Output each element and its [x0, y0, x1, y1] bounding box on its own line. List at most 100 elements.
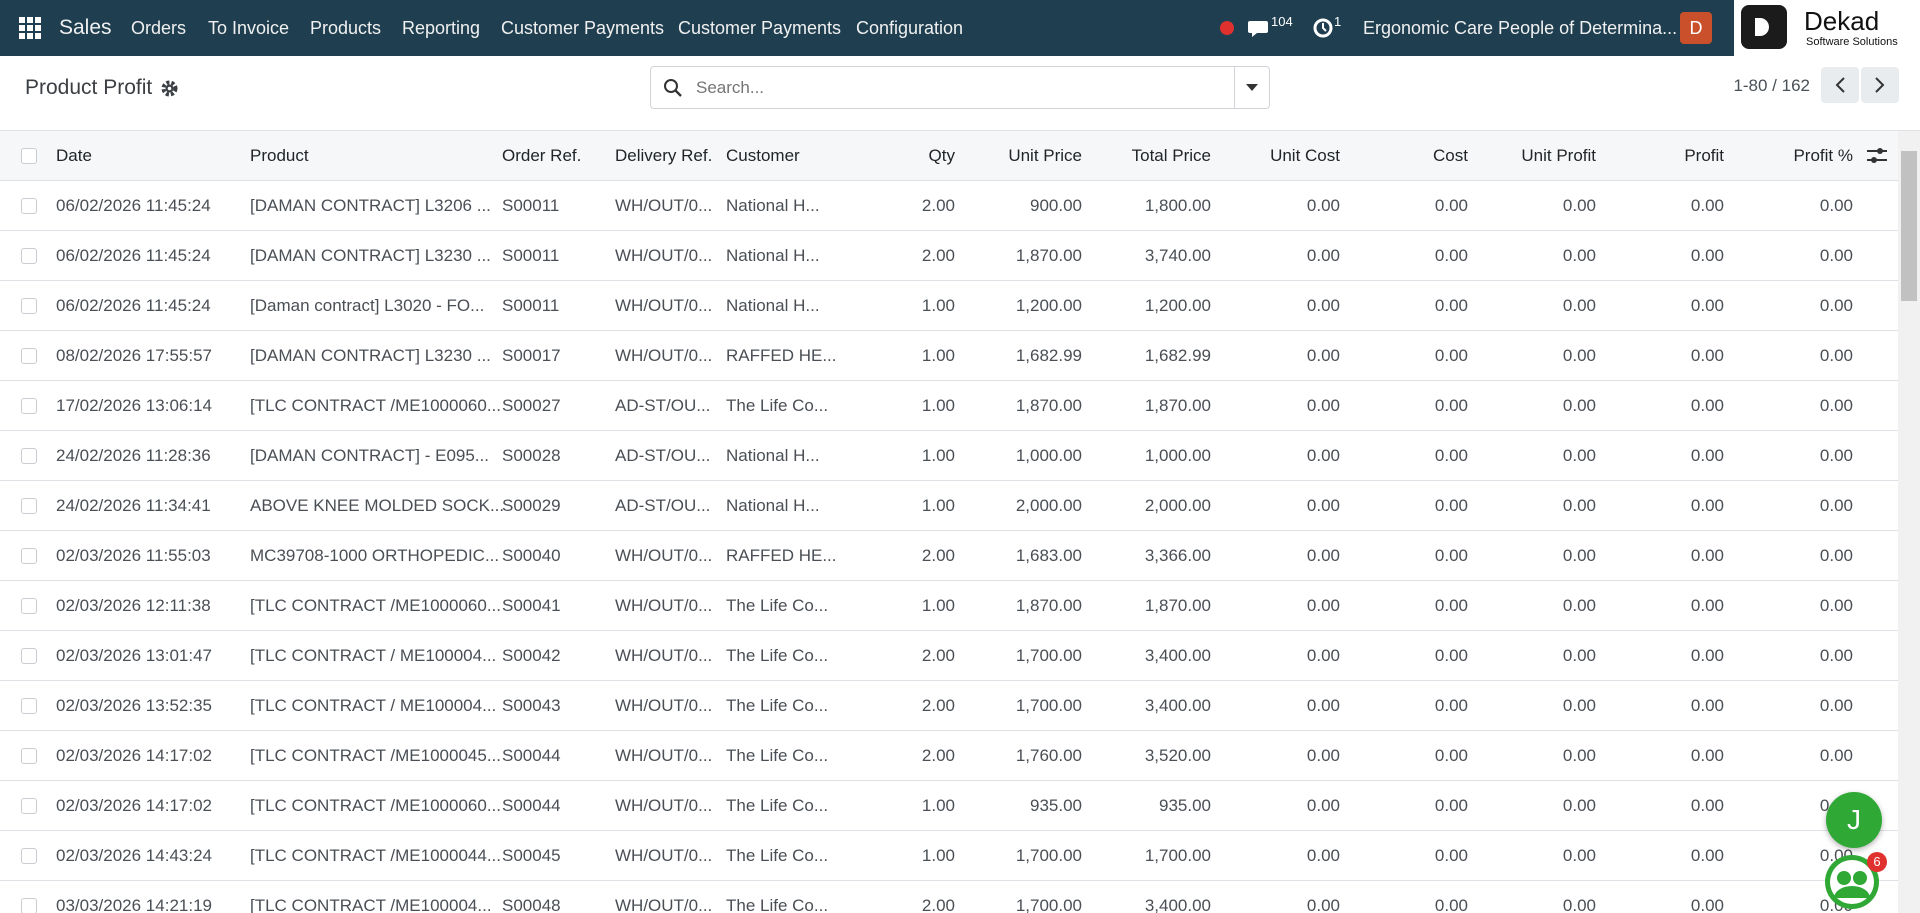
cell: 1.00 [921, 846, 955, 865]
cell: 0.00 [1434, 546, 1468, 565]
cell: 1.00 [921, 296, 955, 315]
table-row[interactable]: 08/02/2026 17:55:57 [DAMAN CONTRACT] L323… [0, 331, 1898, 381]
table-row[interactable]: 03/03/2026 14:21:19 [TLC CONTRACT /ME1000… [0, 881, 1898, 913]
cell: 0.00 [1434, 296, 1468, 315]
menu-item[interactable]: Customer Payments [678, 18, 842, 38]
row-checkbox[interactable] [21, 248, 37, 264]
table-row[interactable]: 02/03/2026 11:55:03 MC39708-1000 ORTHOPED… [0, 531, 1898, 581]
row-checkbox[interactable] [21, 748, 37, 764]
table-row[interactable]: 02/03/2026 14:17:02 [TLC CONTRACT /ME1000… [0, 781, 1898, 831]
row-checkbox[interactable] [21, 298, 37, 314]
column-header[interactable]: Unit Cost [1270, 146, 1340, 165]
table-row[interactable]: 24/02/2026 11:28:36 [DAMAN CONTRACT] - E0… [0, 431, 1898, 481]
search-input[interactable] [694, 75, 1218, 101]
menu-item[interactable]: Orders [131, 18, 187, 38]
cell: 1.00 [921, 446, 955, 465]
floating-avatar[interactable]: J [1826, 792, 1882, 848]
navbar: Sales Orders To Invoice Products Reporting C… [0, 0, 1920, 56]
table-row[interactable]: 06/02/2026 11:45:24 [Daman contract] L302… [0, 281, 1898, 331]
company-name[interactable]: Ergonomic Care People of Determina... [1363, 18, 1678, 38]
row-checkbox[interactable] [21, 698, 37, 714]
row-checkbox[interactable] [21, 198, 37, 214]
table-row[interactable]: 06/02/2026 11:45:24 [DAMAN CONTRACT] L320… [0, 181, 1898, 231]
user-avatar[interactable]: D [1680, 12, 1712, 44]
activities-icon[interactable] [1312, 17, 1334, 39]
menu-item[interactable]: Products [310, 18, 382, 38]
cell: 06/02/2026 11:45:24 [56, 196, 211, 215]
cell: 0.00 [1562, 296, 1596, 315]
row-checkbox[interactable] [21, 848, 37, 864]
column-header[interactable]: Order Ref. [502, 146, 582, 165]
table-row[interactable]: 02/03/2026 14:17:02 [TLC CONTRACT /ME1000… [0, 731, 1898, 781]
menu-item[interactable]: Customer Payments [501, 18, 665, 38]
row-checkbox[interactable] [21, 448, 37, 464]
cell: 0.00 [1819, 746, 1853, 765]
cell: 1.00 [921, 596, 955, 615]
column-header[interactable]: Total Price [1131, 146, 1211, 165]
cell: [DAMAN CONTRACT] L3230 ... [250, 346, 491, 365]
cell: National H... [726, 496, 820, 515]
logo-mark-inner [1755, 18, 1769, 36]
menu-item[interactable]: Reporting [402, 18, 481, 38]
cell: 1.00 [921, 396, 955, 415]
app-name[interactable]: Sales [59, 16, 112, 39]
cell: 1,870.00 [1144, 596, 1211, 615]
row-checkbox[interactable] [21, 648, 37, 664]
table-row[interactable]: 02/03/2026 13:52:35 [TLC CONTRACT / ME100… [0, 681, 1898, 731]
row-checkbox[interactable] [21, 348, 37, 364]
cell: 0.00 [1819, 696, 1853, 715]
row-checkbox[interactable] [21, 398, 37, 414]
cell: 0.00 [1434, 196, 1468, 215]
cell: The Life Co... [726, 796, 829, 815]
table-row[interactable]: 02/03/2026 12:11:38 [TLC CONTRACT /ME1000… [0, 581, 1898, 631]
column-header[interactable]: Delivery Ref. [615, 146, 713, 165]
messages-icon[interactable] [1247, 18, 1271, 40]
table-row[interactable]: 06/02/2026 11:45:24 [DAMAN CONTRACT] L323… [0, 231, 1898, 281]
search-toggle[interactable] [1234, 67, 1270, 108]
chevron-left [1835, 77, 1845, 93]
cell: 1,870.00 [1015, 246, 1082, 265]
column-header[interactable]: Date [56, 146, 92, 165]
cell: The Life Co... [726, 646, 829, 665]
pager-previous[interactable] [1821, 67, 1859, 103]
column-header[interactable]: Unit Price [1008, 146, 1082, 165]
column-header[interactable]: Customer [726, 146, 800, 165]
column-header[interactable]: Qty [928, 146, 955, 165]
table-row[interactable]: 17/02/2026 13:06:14 [TLC CONTRACT /ME1000… [0, 381, 1898, 431]
row-checkbox[interactable] [21, 898, 37, 913]
table-row[interactable]: 02/03/2026 13:01:47 [TLC CONTRACT / ME100… [0, 631, 1898, 681]
cell: 0.00 [1562, 396, 1596, 415]
row-checkbox[interactable] [21, 498, 37, 514]
optional-columns-toggle[interactable] [1867, 147, 1887, 165]
column-header[interactable]: Unit Profit [1521, 146, 1596, 165]
cell: 3,400.00 [1144, 646, 1211, 665]
chat-launcher[interactable] [1822, 852, 1884, 910]
column-header[interactable]: Product [250, 146, 309, 165]
cell: 0.00 [1690, 346, 1724, 365]
cell: AD-ST/OU... [615, 396, 711, 415]
menu-item[interactable]: To Invoice [208, 18, 290, 38]
cell: 0.00 [1562, 496, 1596, 515]
apps-menu-icon[interactable] [19, 17, 41, 39]
cell: 0.00 [1819, 246, 1853, 265]
table-row[interactable]: 02/03/2026 14:43:24 [TLC CONTRACT /ME1000… [0, 831, 1898, 881]
cell: 0.00 [1306, 796, 1340, 815]
settings-gear[interactable] [161, 80, 178, 97]
row-checkbox[interactable] [21, 798, 37, 814]
cell: 0.00 [1819, 646, 1853, 665]
scrollbar-thumb[interactable] [1901, 151, 1917, 301]
table-row[interactable]: 24/02/2026 11:34:41 ABOVE KNEE MOLDED SOC… [0, 481, 1898, 531]
column-header[interactable]: Profit % [1793, 146, 1853, 165]
cell: 02/03/2026 13:01:47 [56, 646, 212, 665]
row-checkbox[interactable] [21, 548, 37, 564]
cell: 0.00 [1819, 196, 1853, 215]
cell: 0.00 [1690, 846, 1724, 865]
cell: WH/OUT/0... [615, 246, 713, 265]
pager-next[interactable] [1861, 67, 1899, 103]
column-header[interactable]: Profit [1684, 146, 1724, 165]
cell: [TLC CONTRACT /ME1000044... [250, 846, 501, 865]
row-checkbox[interactable] [21, 598, 37, 614]
column-header[interactable]: Cost [1433, 146, 1468, 165]
menu-item[interactable]: Configuration [856, 18, 964, 38]
select-all-checkbox[interactable] [21, 148, 37, 164]
